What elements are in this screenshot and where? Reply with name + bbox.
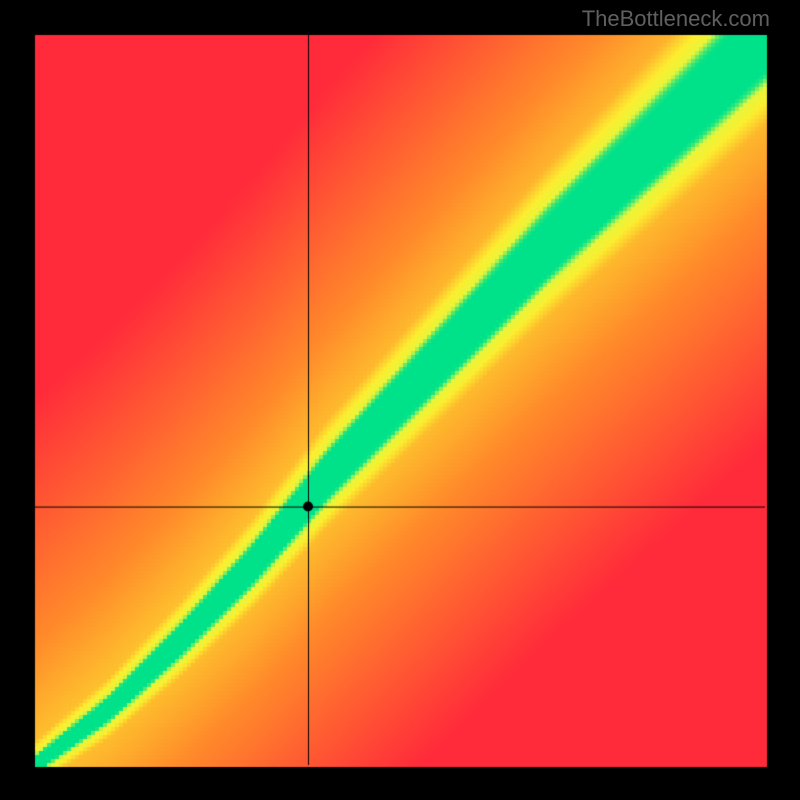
watermark-text: TheBottleneck.com [582,6,770,32]
bottleneck-heatmap-canvas [0,0,800,800]
chart-container: TheBottleneck.com [0,0,800,800]
